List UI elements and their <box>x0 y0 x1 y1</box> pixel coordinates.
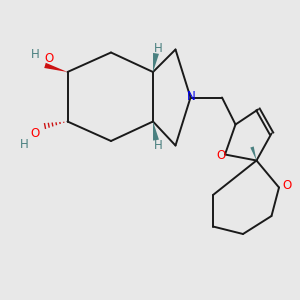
Text: O: O <box>283 178 292 192</box>
Text: N: N <box>187 89 196 103</box>
Text: O: O <box>44 52 53 65</box>
Text: H: H <box>20 137 29 151</box>
Polygon shape <box>153 53 159 72</box>
Text: H: H <box>31 47 40 61</box>
Text: O: O <box>31 127 40 140</box>
Text: O: O <box>217 148 226 162</box>
Polygon shape <box>44 63 68 72</box>
Polygon shape <box>153 122 159 141</box>
Text: H: H <box>154 42 163 55</box>
Polygon shape <box>250 146 256 161</box>
Text: H: H <box>154 139 163 152</box>
